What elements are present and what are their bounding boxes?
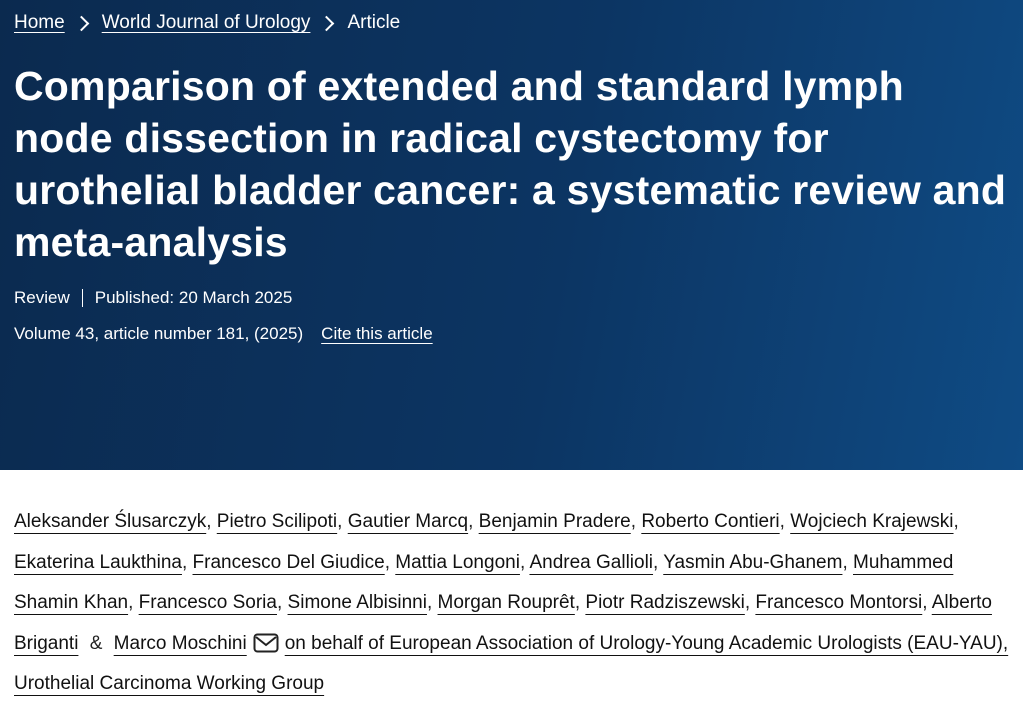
breadcrumb-link[interactable]: Home — [14, 12, 65, 33]
chevron — [319, 15, 335, 31]
article-type: Review — [14, 288, 70, 307]
article-meta: Review Published: 20 March 2025 — [14, 288, 1009, 308]
cite-link[interactable]: Cite this article — [321, 324, 433, 343]
author-link[interactable]: Marco Moschini — [113, 632, 247, 654]
author-link[interactable]: Mattia Longoni — [395, 551, 520, 573]
author-link[interactable]: Aleksander Ślusarczyk — [14, 511, 207, 532]
separator: , — [337, 511, 343, 532]
separator: , — [519, 551, 526, 573]
email-icon[interactable] — [253, 633, 279, 653]
separator: , — [922, 592, 928, 613]
author-link[interactable]: Simone Albisinni — [287, 592, 427, 613]
separator: , — [276, 592, 283, 613]
author-list: Aleksander Ślusarczyk, Pietro Scilipoti,… — [0, 470, 1023, 705]
separator: , — [953, 511, 959, 532]
separator: , — [630, 511, 637, 532]
author-link[interactable]: Wojciech Krajewski — [790, 511, 954, 532]
citation: Volume 43, article number 181, (2025) — [14, 324, 304, 343]
separator: & — [89, 632, 103, 654]
published-date: Published: 20 March 2025 — [94, 288, 293, 307]
separator: , — [128, 592, 134, 613]
author-link[interactable]: Muhammed Shamin Khan — [14, 551, 954, 614]
breadcrumb-current: Article — [347, 12, 401, 33]
separator: , — [206, 511, 212, 532]
author-link[interactable]: Andrea Gallioli — [529, 551, 654, 573]
separator: , — [426, 592, 433, 613]
author-link[interactable]: Ekaterina Laukthina — [14, 551, 182, 573]
breadcrumb-link[interactable]: World Journal of Urology — [101, 12, 311, 33]
author-link[interactable]: Piotr Radziszewski — [585, 592, 745, 613]
author-link[interactable]: Francesco Del Giudice — [192, 551, 385, 573]
separator: , — [779, 511, 785, 532]
separator: , — [468, 511, 474, 532]
separator: , — [653, 551, 659, 573]
chevron — [73, 15, 89, 31]
author-link[interactable]: Yasmin Abu-Ghanem — [663, 551, 843, 573]
author-link[interactable]: Gautier Marcq — [347, 511, 469, 532]
author-link[interactable]: Morgan Rouprêt — [437, 592, 575, 613]
author-link[interactable]: Roberto Contieri — [641, 511, 780, 532]
breadcrumb: Home World Journal of Urology Article — [14, 8, 1009, 38]
author-link[interactable]: Alberto Briganti — [14, 592, 992, 654]
separator: , — [842, 551, 848, 573]
separator: , — [384, 551, 390, 573]
author-link[interactable]: Pietro Scilipoti — [216, 511, 338, 532]
author-link[interactable]: Benjamin Pradere — [478, 511, 631, 532]
group-link[interactable]: on behalf of European Association of Uro… — [14, 632, 1009, 695]
separator: , — [574, 592, 581, 613]
divider — [81, 289, 83, 307]
article-title: Comparison of extended and standard lymp… — [14, 63, 1007, 265]
author-link[interactable]: Francesco Soria — [138, 592, 277, 613]
citation-line: Volume 43, article number 181, (2025) Cit… — [14, 324, 1009, 344]
article-header: Home World Journal of Urology Article Co… — [0, 0, 1023, 470]
author-link[interactable]: Francesco Montorsi — [755, 592, 923, 613]
separator: , — [744, 592, 751, 613]
separator: , — [181, 551, 188, 573]
